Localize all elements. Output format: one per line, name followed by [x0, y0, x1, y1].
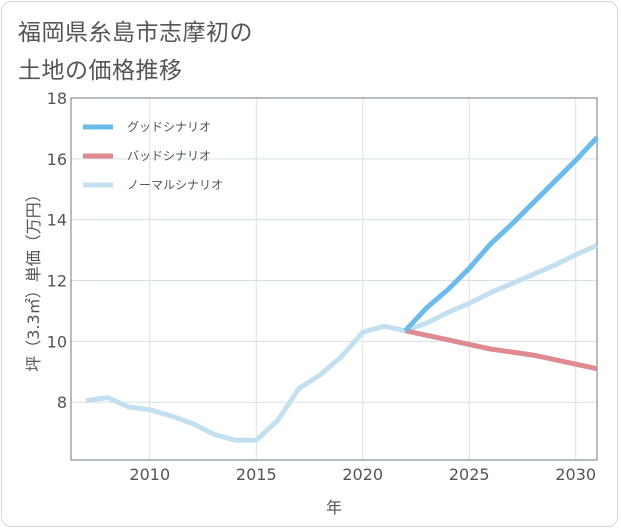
y-tick-label-18: 18 [47, 89, 67, 108]
legend-label-0: グッドシナリオ [127, 120, 211, 134]
legend-label-2: ノーマルシナリオ [127, 178, 223, 192]
y-tick-label-12: 12 [47, 272, 67, 291]
x-axis-title: 年 [326, 498, 342, 517]
series-lines [85, 135, 599, 443]
chart-title-line-2: 土地の価格推移 [18, 58, 183, 84]
y-tick-label-16: 16 [47, 150, 67, 169]
legend-label-1: バッドシナリオ [127, 149, 211, 163]
x-tick-label-2030: 2030 [555, 465, 596, 484]
grid-lines [71, 97, 597, 460]
x-tick-label-2015: 2015 [236, 465, 277, 484]
y-tick-label-10: 10 [47, 332, 67, 351]
plot-area [70, 97, 598, 461]
y-tick-label-8: 8 [57, 393, 67, 412]
series-line-0 [403, 135, 599, 333]
chart-title-line-1: 福岡県糸島市志摩初の [18, 20, 253, 46]
x-tick-labels: 2010 2015 2020 2025 2030 [129, 465, 596, 484]
x-tick-label-2020: 2020 [342, 465, 383, 484]
x-tick-label-2025: 2025 [449, 465, 490, 484]
x-tick-label-2010: 2010 [129, 465, 170, 484]
y-tick-labels: 8 10 12 14 16 18 [47, 89, 67, 412]
series-line-1 [404, 328, 598, 372]
y-tick-label-14: 14 [47, 211, 67, 230]
series-line-2 [85, 243, 598, 443]
chart-title: 福岡県糸島市志摩初の 土地の価格推移 [18, 14, 348, 90]
y-axis-title: 坪（3.3㎡）単価（万円） [24, 186, 43, 371]
